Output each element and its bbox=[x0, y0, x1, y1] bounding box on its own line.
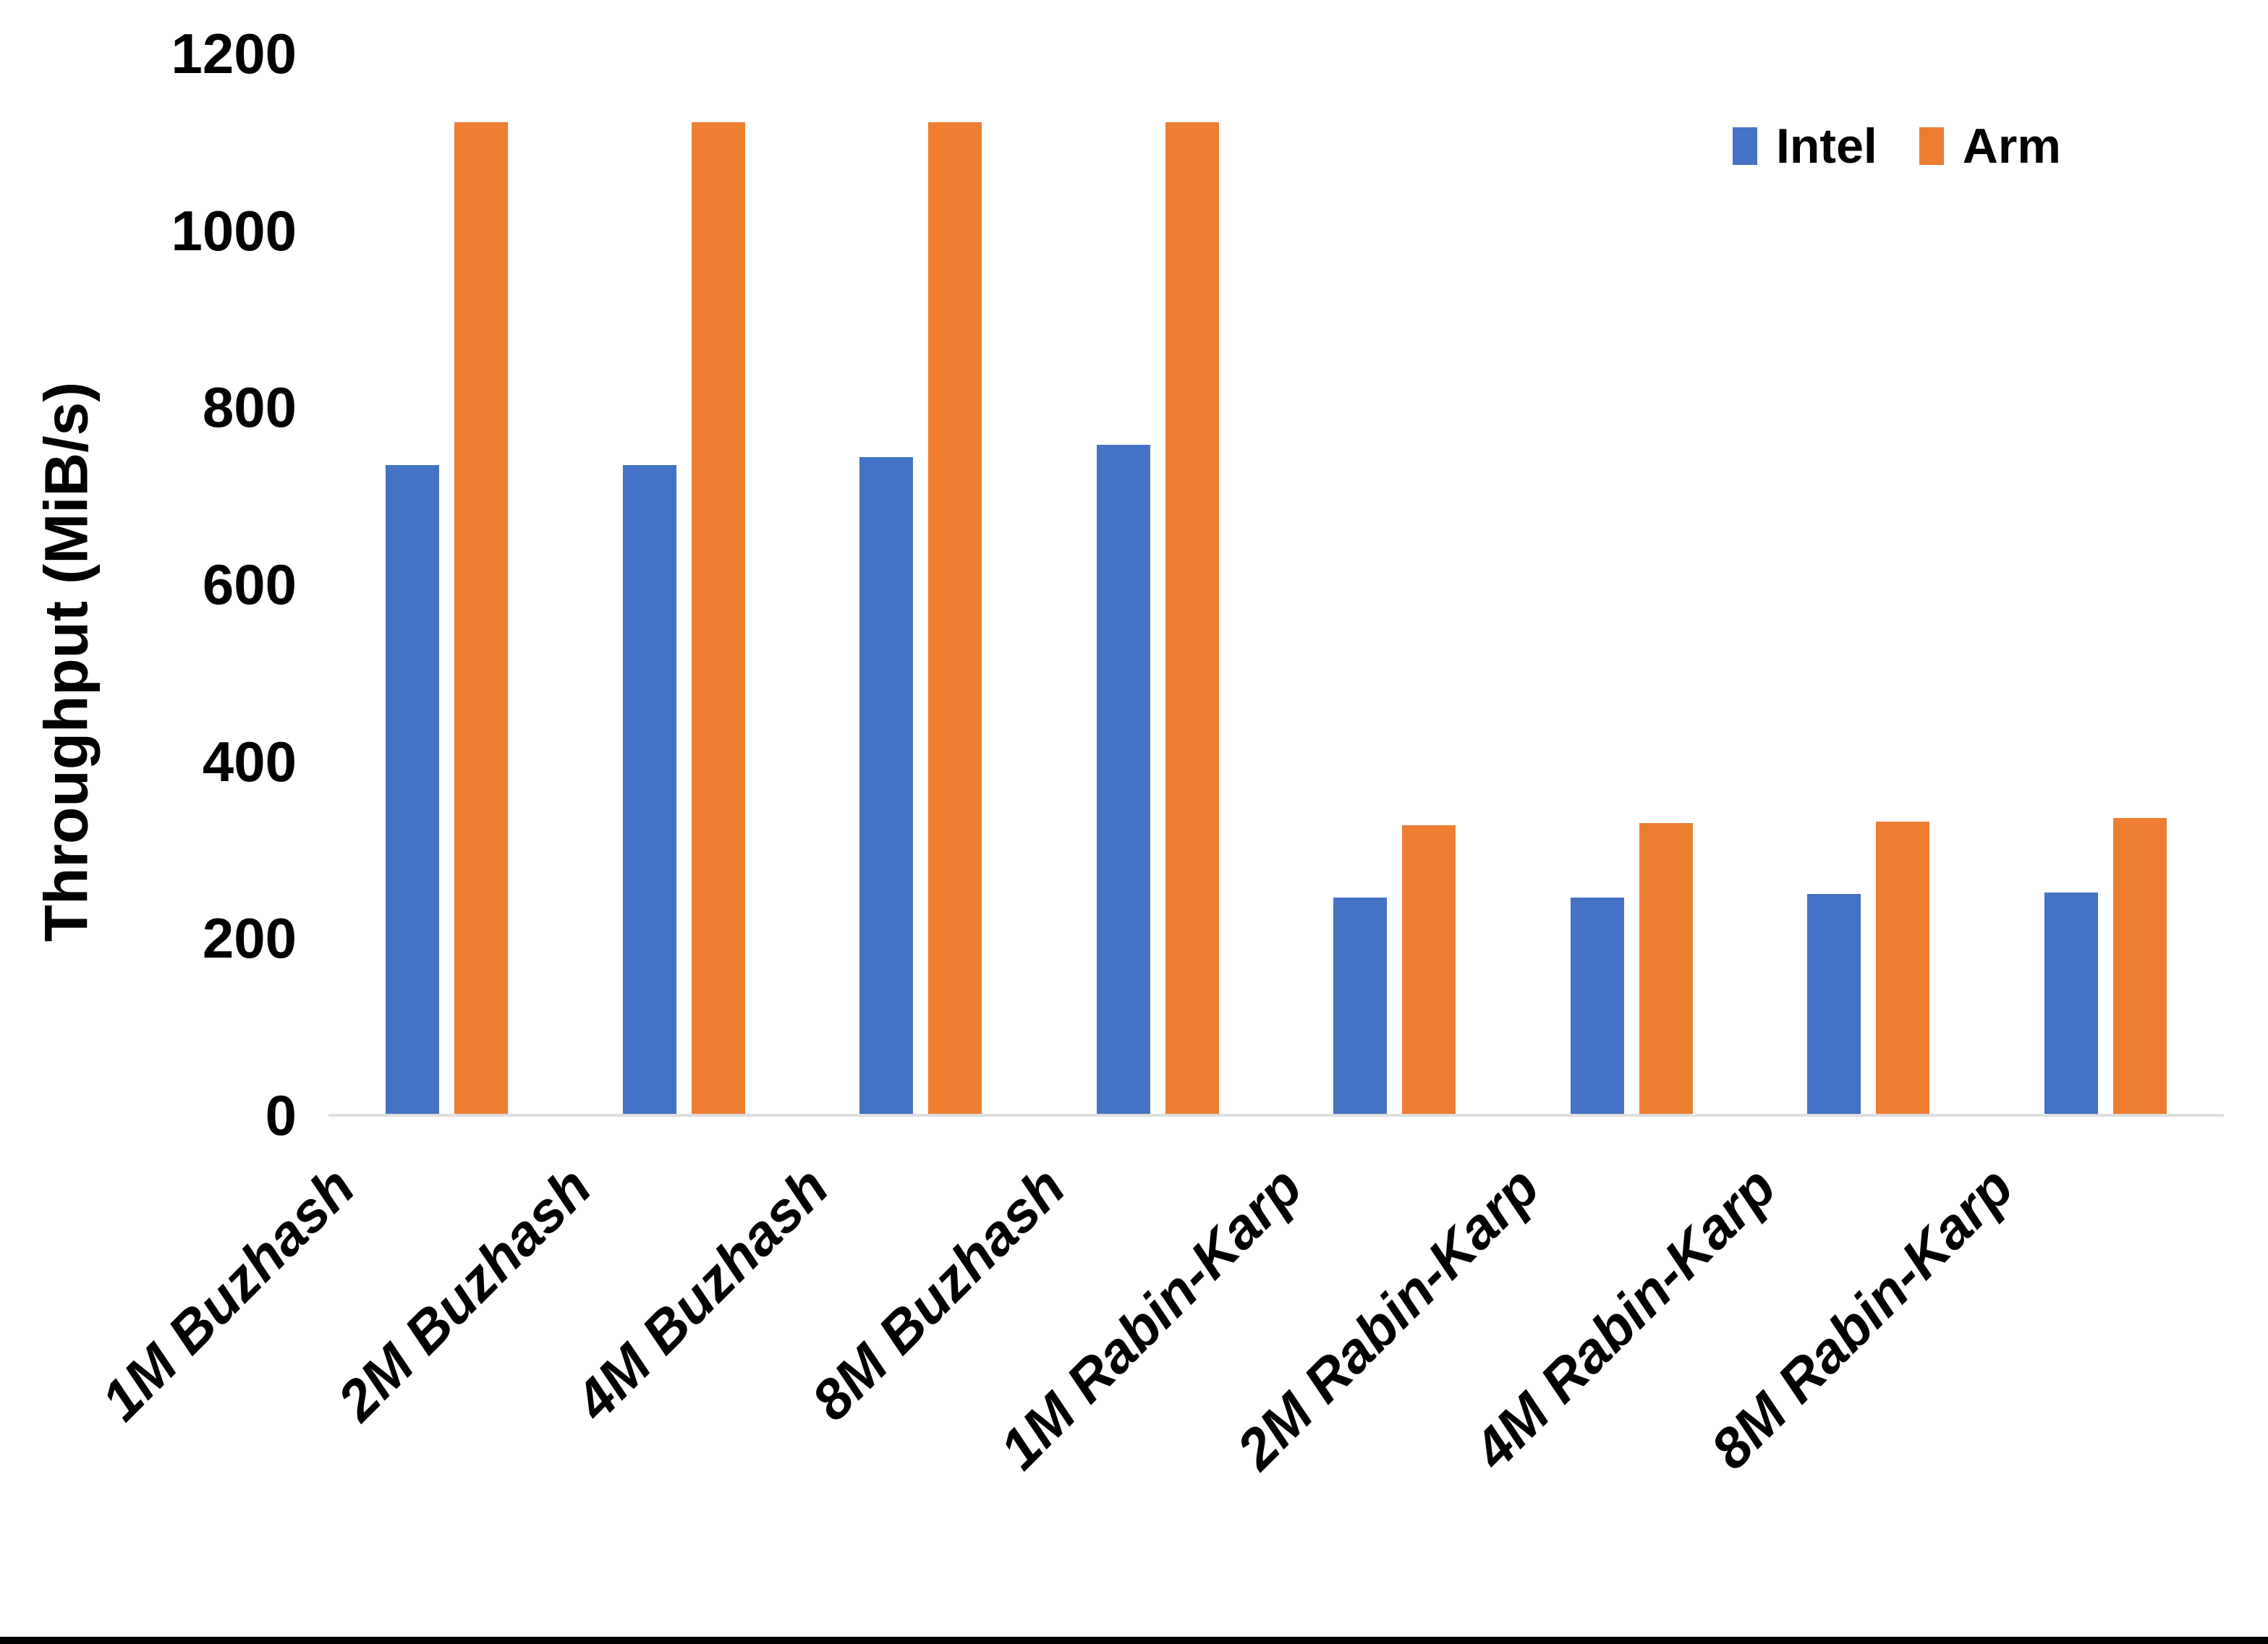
bar-arm-8 bbox=[2112, 817, 2167, 1115]
bar-intel-8 bbox=[2044, 892, 2098, 1115]
y-axis-title: Throughput (MiB/s) bbox=[32, 381, 101, 942]
bar-arm-4 bbox=[1165, 122, 1219, 1115]
bar-arm-7 bbox=[1876, 821, 1930, 1115]
y-tick-label-800: 800 bbox=[202, 375, 297, 440]
bar-arm-3 bbox=[928, 122, 982, 1115]
category-group-3 bbox=[802, 54, 1040, 1115]
legend: Intel Arm bbox=[1733, 122, 2061, 171]
y-tick-label-600: 600 bbox=[202, 553, 297, 616]
bar-intel-4 bbox=[1096, 444, 1150, 1115]
y-tick-label-0: 0 bbox=[265, 1083, 297, 1147]
category-group-6 bbox=[1513, 54, 1751, 1115]
bar-intel-7 bbox=[1807, 894, 1861, 1115]
bar-intel-6 bbox=[1570, 898, 1624, 1115]
y-tick-label-400: 400 bbox=[202, 729, 297, 793]
x-category-label-2: 2M Buzhash bbox=[325, 1154, 603, 1433]
category-group-5 bbox=[1276, 54, 1513, 1115]
bar-intel-2 bbox=[622, 464, 676, 1115]
x-category-label-3: 4M Buzhash bbox=[562, 1154, 841, 1433]
category-group-7 bbox=[1750, 54, 1987, 1115]
x-category-label-1: 1M Buzhash bbox=[88, 1154, 367, 1433]
x-axis-line bbox=[328, 1114, 2224, 1117]
y-tick-label-200: 200 bbox=[202, 906, 297, 971]
bar-arm-2 bbox=[691, 122, 745, 1115]
bar-arm-5 bbox=[1402, 825, 1456, 1115]
legend-label-intel: Intel bbox=[1776, 119, 1877, 174]
bar-arm-6 bbox=[1639, 823, 1693, 1115]
bar-intel-5 bbox=[1333, 898, 1388, 1115]
bar-intel-3 bbox=[859, 456, 914, 1115]
category-group-4 bbox=[1040, 54, 1277, 1115]
legend-swatch-arm bbox=[1919, 127, 1944, 165]
bar-arm-1 bbox=[454, 122, 509, 1115]
plot-area bbox=[328, 54, 2225, 1117]
legend-item-intel: Intel bbox=[1733, 122, 1877, 171]
legend-item-arm: Arm bbox=[1919, 122, 2061, 171]
legend-swatch-intel bbox=[1733, 127, 1757, 165]
category-group-2 bbox=[566, 54, 803, 1115]
category-group-1 bbox=[328, 54, 566, 1115]
category-group-8 bbox=[1987, 54, 2225, 1115]
bar-intel-1 bbox=[386, 464, 440, 1115]
y-tick-label-1200: 1200 bbox=[171, 22, 297, 85]
legend-label-arm: Arm bbox=[1962, 119, 2061, 174]
y-tick-label-1000: 1000 bbox=[171, 198, 297, 263]
bottom-border-strip bbox=[0, 1637, 2268, 1644]
